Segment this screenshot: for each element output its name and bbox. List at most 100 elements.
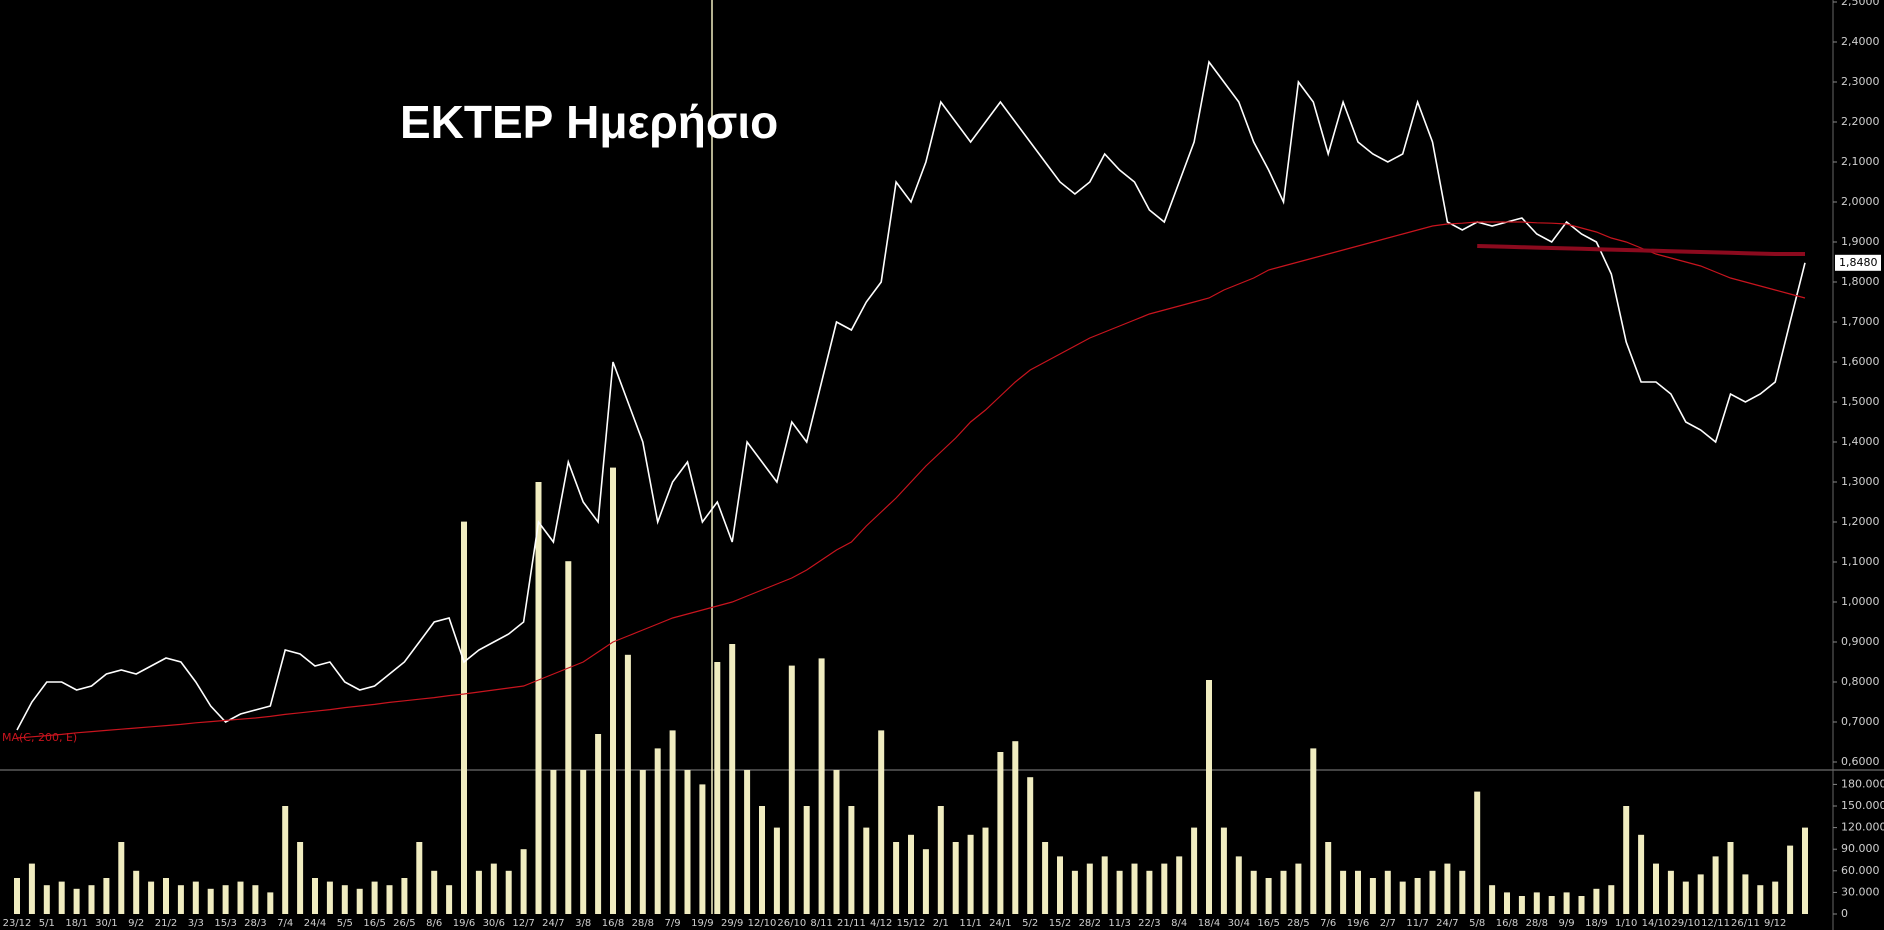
x-tick-label: 7/6 (1320, 918, 1336, 929)
volume-bar (461, 521, 467, 914)
volume-bar (1608, 885, 1615, 914)
x-tick-label: 5/2 (1022, 918, 1038, 929)
volume-bar (937, 806, 944, 914)
x-tick-label: 19/6 (453, 918, 475, 929)
x-tick-label: 30/6 (483, 918, 505, 929)
volume-bar (1057, 856, 1063, 914)
volume-bar (1727, 842, 1734, 914)
y-tick-label: 180.000 (1841, 777, 1884, 790)
volume-bar (952, 842, 959, 914)
x-tick-label: 2/7 (1380, 918, 1396, 929)
volume-bar (282, 806, 289, 914)
x-tick-label: 18/9 (1585, 918, 1607, 929)
x-tick-label: 7/9 (665, 918, 681, 929)
x-tick-label: 8/11 (810, 918, 832, 929)
x-tick-label: 16/8 (1496, 918, 1518, 929)
x-tick-label: 16/8 (602, 918, 624, 929)
y-tick-label: 1,3000 (1841, 475, 1880, 488)
y-tick-label: 1,8000 (1841, 275, 1880, 288)
x-tick-label: 24/1 (989, 918, 1011, 929)
volume-bar (1429, 870, 1436, 914)
volume-bar (922, 849, 929, 914)
volume-bar (177, 885, 184, 914)
x-tick-label: 15/3 (214, 918, 236, 929)
x-tick-label: 24/7 (1436, 918, 1458, 929)
x-tick-label: 9/9 (1559, 918, 1575, 929)
x-tick-label: 18/1 (65, 918, 87, 929)
volume-bar (833, 770, 840, 914)
last-value-box (1835, 254, 1881, 271)
volume-bar (714, 662, 721, 914)
volume-bar (326, 881, 333, 914)
y-tick-label: 2,3000 (1841, 75, 1880, 88)
x-tick-label: 8/6 (426, 918, 442, 929)
volume-bar (1086, 863, 1093, 914)
volume-bar (1757, 885, 1764, 914)
volume-bar (356, 888, 363, 914)
x-tick-label: 21/11 (837, 918, 866, 929)
x-tick-label: 1/10 (1615, 918, 1637, 929)
y-tick-label: 0 (1841, 907, 1848, 920)
volume-bar (788, 665, 795, 914)
volume-bar (1250, 870, 1257, 914)
volume-bar (1295, 863, 1302, 914)
volume-bar (1593, 888, 1600, 914)
y-tick-label: 1,0000 (1841, 595, 1880, 608)
y-tick-label: 1,7000 (1841, 315, 1880, 328)
volume-bar (1414, 878, 1421, 914)
volume-bar (550, 770, 557, 914)
volume-bar (1310, 748, 1317, 914)
last-value-label: 1,8480 (1839, 256, 1878, 269)
volume-bar (416, 842, 423, 914)
volume-bar (595, 734, 602, 914)
volume-bar (1653, 863, 1659, 914)
volume-bar (520, 849, 527, 914)
volume-bar (103, 878, 110, 914)
x-tick-label: 3/8 (575, 918, 591, 929)
volume-bar (893, 842, 900, 914)
volume-bar (1042, 842, 1049, 914)
volume-bar (73, 888, 80, 914)
volume-bar (1459, 870, 1466, 914)
volume-bar (1116, 870, 1123, 914)
volume-bar (744, 770, 751, 914)
volume-bar (252, 885, 259, 914)
volume-bar (848, 806, 855, 914)
y-tick-label: 1,5000 (1841, 395, 1880, 408)
volume-bar (163, 878, 169, 914)
volume-bar (14, 878, 20, 914)
x-tick-label: 4/12 (870, 918, 892, 929)
x-tick-label: 23/12 (3, 918, 32, 929)
x-tick-label: 9/2 (128, 918, 144, 929)
volume-bar (639, 770, 646, 914)
volume-bar (1712, 856, 1719, 914)
volume-bar (535, 482, 542, 914)
x-tick-label: 3/3 (188, 918, 204, 929)
x-tick-label: 28/2 (1079, 918, 1101, 929)
volume-bar (1340, 870, 1347, 914)
volume-bar (1518, 896, 1525, 914)
y-tick-label: 1,4000 (1841, 435, 1880, 448)
x-tick-label: 26/10 (777, 918, 806, 929)
x-tick-label: 21/2 (155, 918, 177, 929)
volume-bar (207, 888, 214, 914)
volume-bar (967, 834, 974, 914)
volume-bar (1325, 842, 1332, 914)
x-tick-label: 26/11 (1731, 918, 1760, 929)
volume-bar (1623, 806, 1630, 914)
volume-bar (1071, 870, 1078, 914)
volume-bar (1384, 870, 1391, 914)
volume-bar (1131, 863, 1138, 914)
volume-bar (505, 870, 512, 914)
volume-bar (341, 885, 348, 914)
x-tick-label: 8/4 (1171, 918, 1187, 929)
volume-bar (908, 834, 914, 914)
volume-bar (1369, 878, 1376, 914)
y-tick-label: 30.000 (1841, 885, 1880, 898)
volume-bar (297, 842, 304, 914)
volume-bar (684, 770, 691, 914)
volume-bar (1802, 827, 1808, 914)
volume-bar (759, 806, 765, 914)
volume-bar (267, 892, 274, 914)
